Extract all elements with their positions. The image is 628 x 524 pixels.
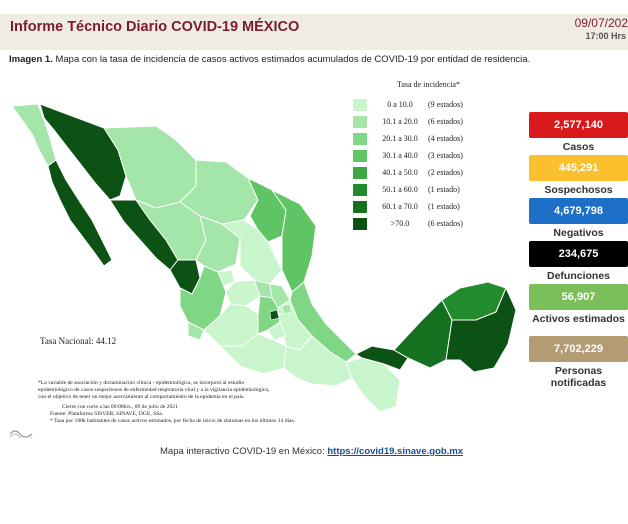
- stat-value-box: 2,577,140: [529, 112, 628, 138]
- legend-row: 10.1 a 20.0 (6 estados): [353, 113, 523, 130]
- state-colima: [187, 321, 205, 341]
- mexico-map: [11, 103, 517, 413]
- methodology-note: *La variable de asociación y dictaminaci…: [38, 380, 338, 401]
- image-caption-label: Imagen 1.: [9, 54, 53, 65]
- legend-count: (2 estados): [428, 168, 463, 177]
- legend-swatch: [353, 132, 367, 145]
- legend-range: 30.1 a 40.0: [382, 151, 418, 160]
- stat-value-box: 234,675: [529, 241, 628, 267]
- legend-range: >70.0: [390, 219, 410, 228]
- state-quintana-roo: [445, 286, 517, 373]
- stat-label: Negativos: [553, 227, 604, 239]
- cutoff-line: Cierre con corte a las 09:00hrs., 09 de …: [62, 404, 178, 410]
- stat-value-box: 4,679,798: [529, 198, 628, 224]
- interactive-map-footer: Mapa interactivo COVID-19 en México: htt…: [160, 446, 463, 457]
- legend-row: >70.0 (6 estados): [353, 215, 523, 232]
- state-guanajuato: [225, 279, 261, 307]
- state-san-luis-potosi: [220, 219, 283, 285]
- incidence-legend: Tasa de incidencia* 0 a 10.0 (9 estados) 1…: [353, 80, 523, 232]
- legend-row: 20.1 a 30.0 (4 estados): [353, 130, 523, 147]
- legend-count: (6 estados): [428, 219, 463, 228]
- state-morelos: [267, 321, 287, 341]
- state-tlaxcala: [281, 303, 292, 315]
- legend-swatch: [353, 149, 367, 162]
- national-rate: Tasa Nacional: 44.12: [40, 336, 117, 346]
- legend-count: (6 estados): [428, 117, 463, 126]
- legend-swatch: [353, 166, 367, 179]
- note-line-1: *La variable de asociación y dictaminaci…: [38, 380, 245, 386]
- legend-swatch: [353, 115, 367, 128]
- note-line-2: epidemiológico de casos sospechosos de e…: [38, 387, 270, 393]
- report-header: [0, 14, 628, 50]
- legend-range: 40.1 a 50.0: [382, 168, 418, 177]
- image-caption: Imagen 1. Mapa con la tasa de incidencia…: [9, 54, 530, 65]
- legend-count: (9 estados): [428, 100, 463, 109]
- legend-range: 20.1 a 30.0: [382, 134, 418, 143]
- note-line-3: con el objetivo de tener un mejor acerca…: [38, 394, 245, 400]
- legend-swatch: [353, 217, 367, 230]
- legend-range: 10.1 a 20.0: [382, 117, 418, 126]
- legend-range: 0 a 10.0: [387, 100, 413, 109]
- legend-row: 0 a 10.0 (9 estados): [353, 96, 523, 113]
- legend-row: 30.1 a 40.0 (3 estados): [353, 147, 523, 164]
- legend-row: 60.1 a 70.0 (1 estado): [353, 198, 523, 215]
- footer-text: Mapa interactivo COVID-19 en México:: [160, 446, 328, 457]
- state-cdmx: [269, 309, 280, 321]
- source-note: Cierre con corte a las 09:00hrs., 09 de …: [50, 404, 295, 425]
- source-line: Fuente: Plataforma SISVER, SINAVE, DGE, …: [50, 411, 164, 417]
- report-title: Informe Técnico Diario COVID-19 MÉXICO: [10, 19, 300, 35]
- stat-value-box: 56,907: [529, 284, 628, 310]
- stat-label: Personas notificadas: [550, 365, 607, 389]
- stat-label: Casos: [562, 141, 595, 153]
- legend-row: 50.1 a 60.0 (1 estado): [353, 181, 523, 198]
- legend-range: 60.1 a 70.0: [382, 202, 418, 211]
- legend-count: (3 estados): [428, 151, 463, 160]
- state-baja-california-sur: [47, 159, 113, 267]
- legend-swatch: [353, 98, 367, 111]
- stat-value-box: 7,702,229: [529, 336, 628, 362]
- rate-footnote: * Tasa por 100k habitantes de casos acti…: [50, 418, 296, 424]
- legend-row: 40.1 a 50.0 (2 estados): [353, 164, 523, 181]
- stat-label: Activos estimados: [532, 313, 625, 325]
- wave-logo-icon: [9, 430, 33, 438]
- legend-range: 50.1 a 60.0: [382, 185, 418, 194]
- stat-label: Sospechosos: [544, 184, 613, 196]
- state-chiapas: [345, 357, 401, 413]
- interactive-map-link[interactable]: https://covid19.sinave.gob.mx: [327, 446, 464, 457]
- legend-count: (1 estado): [428, 202, 460, 211]
- stats-panel: 2,577,140 Casos 445,291 Sospechosos 4,679,79…: [529, 112, 628, 389]
- legend-title: Tasa de incidencia*: [397, 80, 460, 89]
- state-tabasco: [355, 345, 409, 371]
- legend-count: (1 estado): [428, 185, 460, 194]
- stat-label: Defunciones: [546, 270, 610, 282]
- legend-count: (4 estados): [428, 134, 463, 143]
- report-time: 17:00 Hrs: [585, 31, 626, 41]
- image-caption-text: Mapa con la tasa de incidencia de casos …: [52, 54, 531, 65]
- stat-value-box: 445,291: [529, 155, 628, 181]
- report-date: 09/07/202: [574, 16, 628, 30]
- legend-swatch: [353, 200, 367, 213]
- legend-swatch: [353, 183, 367, 196]
